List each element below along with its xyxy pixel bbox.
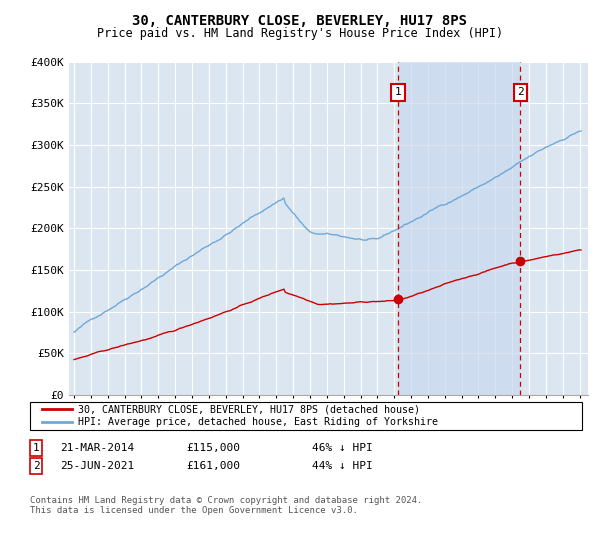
Text: 2: 2: [32, 461, 40, 471]
Text: 1: 1: [395, 87, 401, 97]
Text: 46% ↓ HPI: 46% ↓ HPI: [312, 443, 373, 453]
Text: Price paid vs. HM Land Registry's House Price Index (HPI): Price paid vs. HM Land Registry's House …: [97, 27, 503, 40]
Text: 44% ↓ HPI: 44% ↓ HPI: [312, 461, 373, 471]
Text: 25-JUN-2021: 25-JUN-2021: [60, 461, 134, 471]
Text: 2: 2: [517, 87, 524, 97]
Text: £161,000: £161,000: [186, 461, 240, 471]
Text: HPI: Average price, detached house, East Riding of Yorkshire: HPI: Average price, detached house, East…: [78, 417, 438, 427]
Text: 30, CANTERBURY CLOSE, BEVERLEY, HU17 8PS (detached house): 30, CANTERBURY CLOSE, BEVERLEY, HU17 8PS…: [78, 404, 420, 414]
Text: £115,000: £115,000: [186, 443, 240, 453]
Bar: [398, 62, 520, 395]
Text: 1: 1: [32, 443, 40, 453]
Text: 30, CANTERBURY CLOSE, BEVERLEY, HU17 8PS: 30, CANTERBURY CLOSE, BEVERLEY, HU17 8PS: [133, 14, 467, 28]
Text: Contains HM Land Registry data © Crown copyright and database right 2024.
This d: Contains HM Land Registry data © Crown c…: [30, 496, 422, 515]
Text: 21-MAR-2014: 21-MAR-2014: [60, 443, 134, 453]
